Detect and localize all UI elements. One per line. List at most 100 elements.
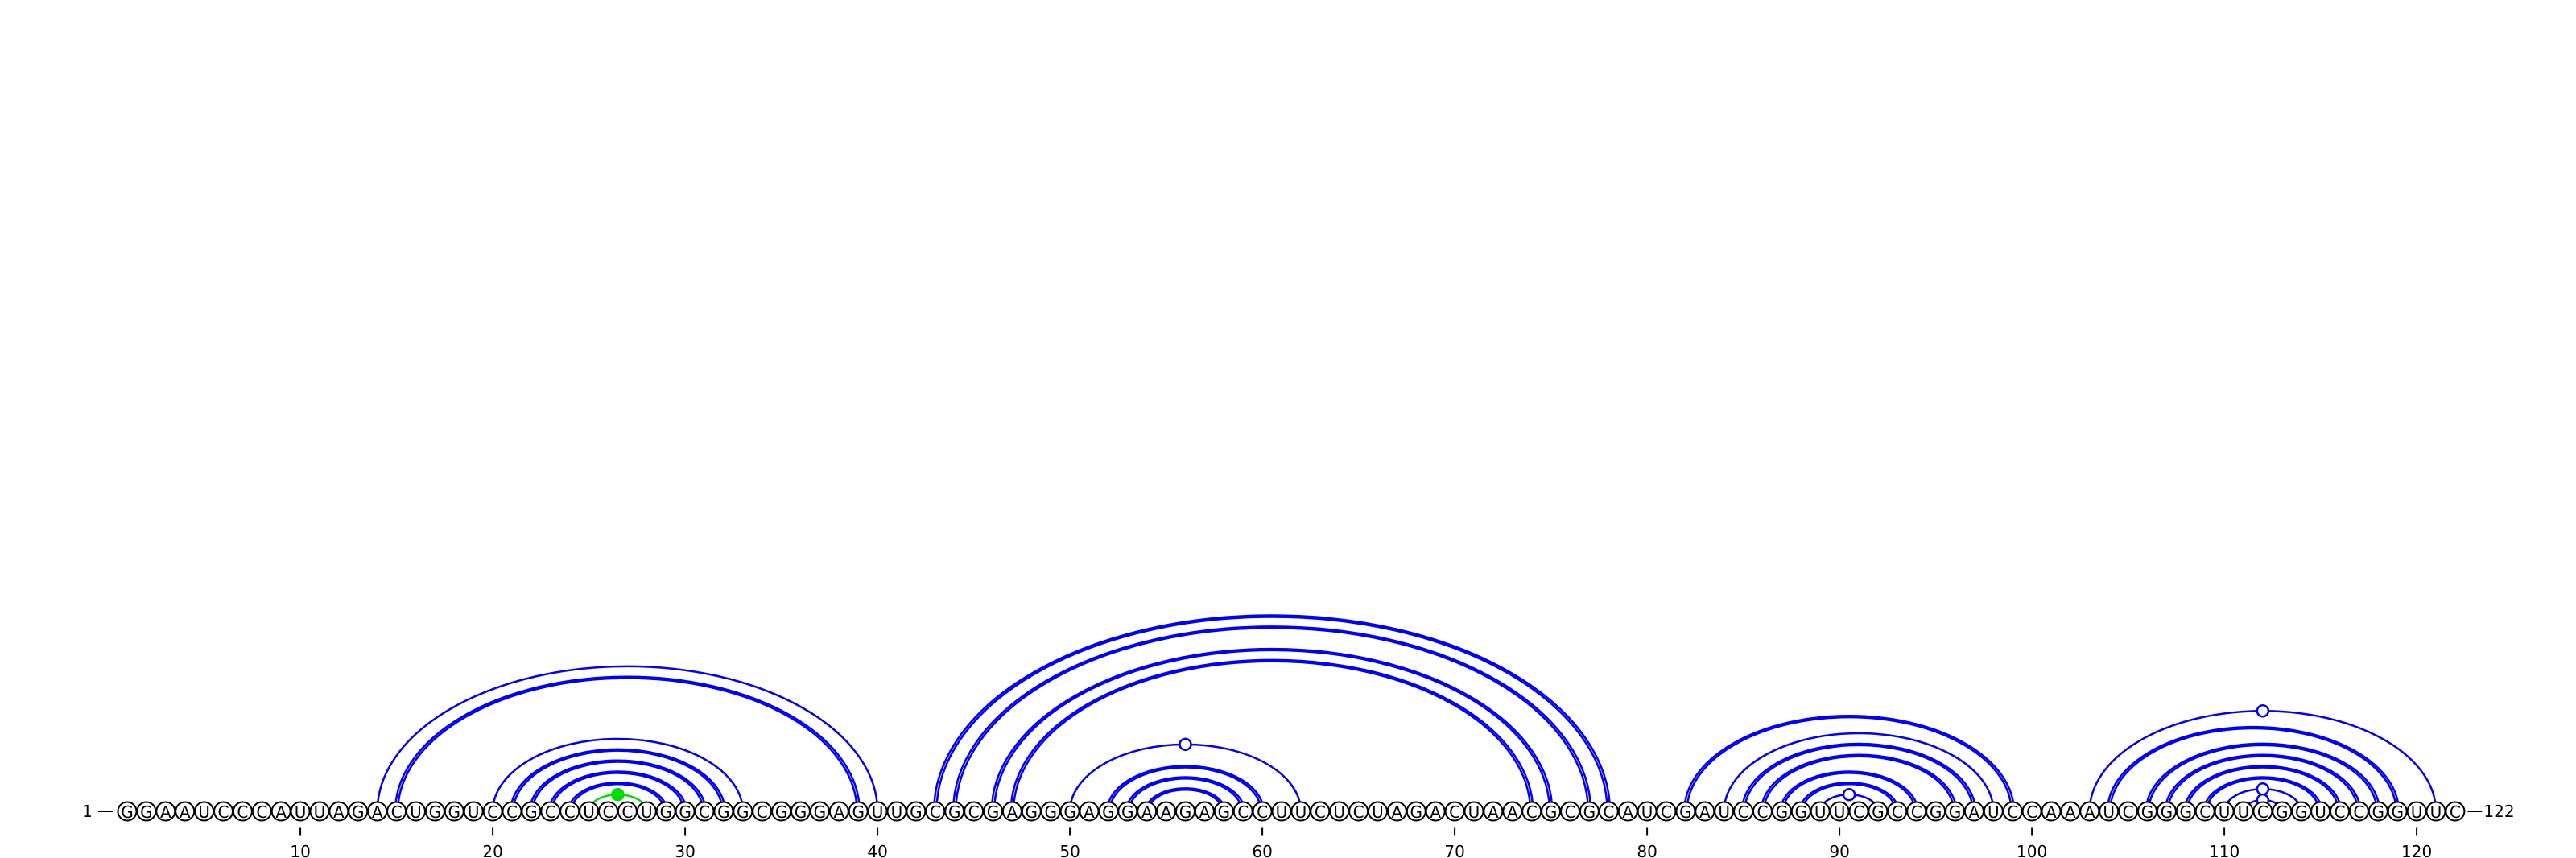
base-pair-arc-106-118-strand-2 <box>2145 742 2381 812</box>
base-pair-arc-21-32-strand-2 <box>510 748 726 812</box>
nucleotide-122: C <box>2445 801 2466 822</box>
base-pair-arc-84-98 <box>1723 732 1995 812</box>
nucleotide-45: C <box>964 801 985 822</box>
nucleotide-letter: A <box>1007 802 1018 822</box>
nucleotide-letter: G <box>717 802 730 822</box>
nucleotide-33: G <box>733 801 753 822</box>
base-pair-arc-52-60-strand-2 <box>1106 765 1265 812</box>
nucleotide-letter: U <box>314 802 326 822</box>
nucleotide-letter: G <box>2391 802 2404 822</box>
nucleotide-letter: U <box>1295 802 1307 822</box>
nucleotide-42: G <box>906 801 927 822</box>
base-pair-arc-52-60-strand-1 <box>1108 766 1262 812</box>
nucleotide-48: G <box>1021 801 1042 822</box>
nucleotide-3: A <box>155 801 176 822</box>
nucleotide-30: G <box>675 801 696 822</box>
nucleotide-letter: A <box>1084 802 1095 822</box>
nucleotide-58: G <box>1213 801 1234 822</box>
base-pair-arc-109-115-strand-2 <box>2202 776 2323 812</box>
arc-apex-markers <box>611 703 2270 807</box>
nucleotide-letter: G <box>737 802 749 822</box>
nucleotide-letter: C <box>1911 802 1922 822</box>
base-pair-arc-54-58-strand-2 <box>1144 787 1227 812</box>
nucleotide-88: G <box>1790 801 1811 822</box>
nucleotide-letter: U <box>2411 802 2423 822</box>
base-pair-arc-85-97-strand-2 <box>1740 742 1977 812</box>
nucleotide-letter: U <box>468 802 480 822</box>
nucleotide-57: A <box>1194 801 1215 822</box>
base-pair-arc-85-97-strand-1 <box>1743 744 1975 812</box>
tick-label-30: 30 <box>675 842 695 858</box>
nucleotide-96: G <box>1945 801 1965 822</box>
nucleotide-letter: G <box>659 802 672 822</box>
nucleotide-letter: G <box>352 802 365 822</box>
nucleotide-14: A <box>367 801 388 822</box>
nucleotide-82: G <box>1675 801 1696 822</box>
nucleotide-6: C <box>213 801 233 822</box>
nucleotide-letter: A <box>180 802 191 822</box>
nucleotide-27: C <box>617 801 638 822</box>
nucleotide-letter: U <box>410 802 422 822</box>
nucleotide-letter: C <box>1603 802 1614 822</box>
nucleotide-46: G <box>983 801 1003 822</box>
nucleotide-letter: C <box>545 802 556 822</box>
nucleotide-letter: A <box>1141 802 1153 822</box>
nucleotide-letter: A <box>1161 802 1172 822</box>
nucleotide-letter: G <box>775 802 788 822</box>
nucleotide-63: C <box>1310 801 1331 822</box>
tick-label-120: 120 <box>2401 842 2432 858</box>
nucleotide-9: A <box>270 801 291 822</box>
nucleotide-107: G <box>2156 801 2177 822</box>
nucleotide-letter: C <box>1757 802 1769 822</box>
base-pair-arc-43-78-strand-2 <box>932 614 1612 812</box>
nucleotide-letter: C <box>2026 802 2037 822</box>
base-pair-arc-43-78-strand-1 <box>935 616 1608 812</box>
nucleotide-letter: U <box>2219 802 2231 822</box>
tick-label-60: 60 <box>1252 842 1272 858</box>
nucleotide-letter: G <box>2295 802 2308 822</box>
nucleotide-letter: G <box>448 802 461 822</box>
nucleotide-92: G <box>1868 801 1889 822</box>
nucleotide-85: C <box>1733 801 1754 822</box>
nucleotide-15: C <box>386 801 407 822</box>
tick-label-90: 90 <box>1829 842 1849 858</box>
nucleotide-letter: C <box>1738 802 1749 822</box>
arc-apex-marker-89-92 <box>1842 787 1856 802</box>
nucleotide-letter: C <box>1315 802 1326 822</box>
nucleotide-65: C <box>1348 801 1369 822</box>
nucleotide-letter: G <box>429 802 442 822</box>
nucleotide-108: G <box>2175 801 2196 822</box>
nucleotide-letter: U <box>1718 802 1730 822</box>
nucleotide-letter: C <box>621 802 633 822</box>
nucleotide-letter: C <box>2007 802 2018 822</box>
nucleotide-letter: U <box>583 802 595 822</box>
nucleotide-1: G <box>117 801 138 822</box>
nucleotide-letter: C <box>1661 802 1672 822</box>
nucleotide-78: C <box>1598 801 1619 822</box>
base-pair-arc-104-119-strand-2 <box>2106 725 2401 812</box>
nucleotide-117: C <box>2348 801 2369 822</box>
nucleotide-letter: G <box>2276 802 2289 822</box>
base-pair-arc-106-118-strand-1 <box>2147 744 2378 812</box>
nucleotide-8: C <box>251 801 272 822</box>
nucleotide-letter: C <box>1257 802 1268 822</box>
tick-label-100: 100 <box>2017 842 2047 858</box>
nucleotide-letter: A <box>1622 802 1633 822</box>
nucleotide-54: A <box>1137 801 1158 822</box>
position-axis: 10 20 30 40 50 60 70 80 90 100 110 120 <box>290 827 2432 858</box>
nucleotide-86: C <box>1752 801 1773 822</box>
nucleotide-letter: U <box>1834 802 1846 822</box>
nucleotide-letter: U <box>1276 802 1288 822</box>
nucleotide-120: U <box>2406 801 2427 822</box>
nucleotide-35: G <box>771 801 792 822</box>
nucleotide-10: U <box>290 801 311 822</box>
nucleotide-letter: G <box>1410 802 1423 822</box>
nucleotide-116: C <box>2330 801 2350 822</box>
nucleotide-letter: C <box>968 802 980 822</box>
nucleotide-79: A <box>1617 801 1638 822</box>
base-pair-arc-54-58-strand-1 <box>1147 788 1224 812</box>
nucleotide-87: G <box>1771 801 1792 822</box>
base-pair-arc-107-117-strand-1 <box>2166 755 2359 812</box>
nucleotide-89: U <box>1810 801 1831 822</box>
